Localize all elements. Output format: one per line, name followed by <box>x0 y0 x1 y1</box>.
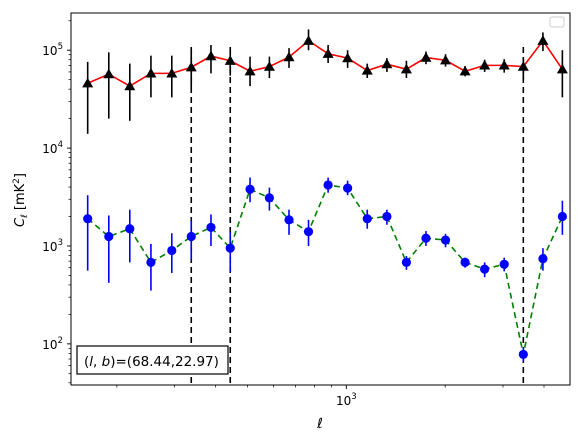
data-point-marker <box>82 77 94 88</box>
data-point-marker <box>517 61 529 71</box>
reference-lines <box>190 47 525 385</box>
series-line <box>87 39 564 88</box>
data-point-marker <box>518 349 528 360</box>
data-point-marker <box>245 184 255 194</box>
data-point-marker <box>499 259 509 269</box>
data-point-marker <box>322 48 334 58</box>
data-point-marker <box>104 231 114 242</box>
data-point-marker <box>225 243 235 253</box>
series-1 <box>83 177 567 362</box>
annotation-box: (l, b)=(68.44,22.97) <box>76 345 229 375</box>
data-point-marker <box>420 52 432 62</box>
data-point-marker <box>343 183 353 193</box>
data-point-marker <box>362 214 372 224</box>
data-point-marker <box>421 233 431 243</box>
data-point-marker <box>224 55 236 65</box>
data-point-marker <box>479 59 491 70</box>
series-0 <box>82 29 568 134</box>
data-point-marker <box>125 224 135 234</box>
data-point-marker <box>400 63 412 74</box>
data-point-marker <box>361 65 373 75</box>
x-tick-label: 103 <box>336 392 357 408</box>
data-point-marker <box>167 245 177 256</box>
data-point-marker <box>498 59 510 70</box>
data-point-marker <box>83 214 93 224</box>
data-point-marker <box>206 222 216 232</box>
data-point-marker <box>459 65 471 76</box>
data-point-marker <box>342 52 354 63</box>
data-point-marker <box>244 65 256 76</box>
data-point-marker <box>303 35 315 45</box>
data-point-marker <box>283 51 295 62</box>
data-point-marker <box>381 58 393 69</box>
x-axis-label: ℓ <box>316 416 323 432</box>
y-tick-label: 105 <box>42 42 63 58</box>
data-point-marker <box>205 50 217 61</box>
data-point-marker <box>401 257 412 267</box>
data-point-marker <box>185 61 197 72</box>
data-point-marker <box>186 231 196 242</box>
data-point-marker <box>284 215 294 225</box>
y-tick-label: 102 <box>42 336 63 352</box>
data-point-marker <box>382 211 392 222</box>
data-point-marker <box>263 61 275 71</box>
y-axis-label: Cℓ [mK2] <box>12 173 30 227</box>
data-point-marker <box>103 68 115 79</box>
data-point-marker <box>145 67 157 78</box>
y-tick-label: 103 <box>42 238 63 254</box>
data-point-marker <box>557 211 567 222</box>
data-point-marker <box>124 80 136 91</box>
data-point-marker <box>480 264 490 274</box>
data-point-marker <box>556 63 568 74</box>
data-point-marker <box>537 35 549 45</box>
data-point-marker <box>460 257 470 267</box>
y-tick-label: 104 <box>42 140 63 156</box>
legend-box <box>549 16 565 28</box>
series-layer <box>82 29 568 362</box>
data-point-marker <box>440 235 451 245</box>
data-point-marker <box>440 54 452 65</box>
plot-area <box>70 12 571 386</box>
data-point-marker <box>538 254 548 264</box>
data-point-marker <box>303 227 314 237</box>
data-point-marker <box>146 257 156 267</box>
data-point-marker <box>166 67 178 78</box>
data-point-marker <box>323 180 333 190</box>
axes-layer: 102 103 104 105 103 <box>42 20 545 408</box>
data-point-marker <box>264 193 275 203</box>
series-line <box>87 184 564 355</box>
annotation-label: (l, b)=(68.44,22.97) <box>84 354 219 370</box>
